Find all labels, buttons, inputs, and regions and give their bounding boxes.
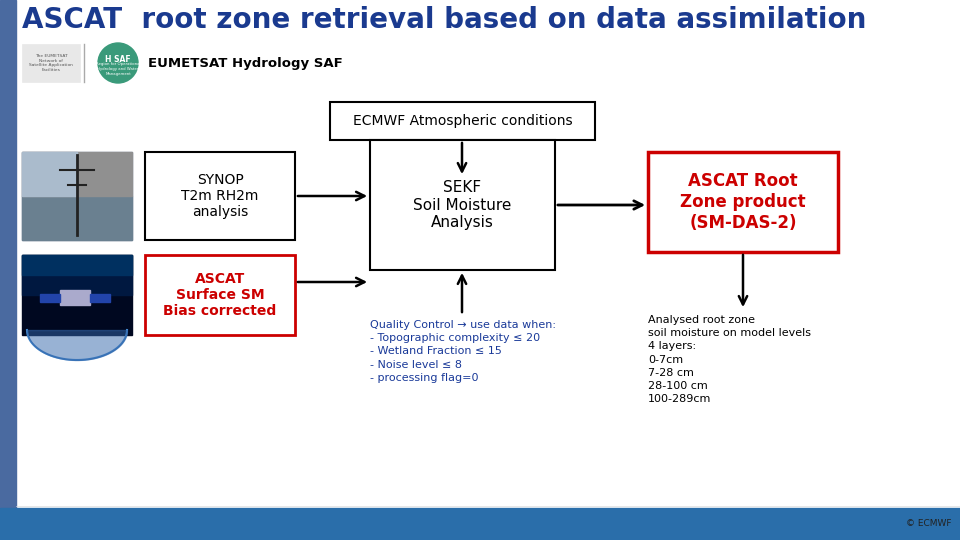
Bar (16, 40, 960, 85)
Bar (90, 294, 110, 302)
Text: Region for Operational
Hydrology and Water
Management: Region for Operational Hydrology and Wat… (96, 63, 140, 76)
Bar (22, 152, 132, 240)
Text: H SAF: H SAF (106, 56, 131, 64)
Text: ASCAT  root zone retrieval based on data assimilation: ASCAT root zone retrieval based on data … (22, 6, 866, 34)
Bar (22, 44, 80, 82)
Text: The EUMETSAT
Network of
Satellite Application
Facilities: The EUMETSAT Network of Satellite Applic… (29, 54, 73, 72)
Bar (22, 196, 132, 240)
Text: ECMWF Atmospheric conditions: ECMWF Atmospheric conditions (352, 114, 572, 128)
Bar (22, 255, 132, 295)
Bar (16, 0, 960, 40)
Text: SEKF
Soil Moisture
Analysis: SEKF Soil Moisture Analysis (414, 180, 512, 230)
Circle shape (100, 45, 136, 81)
Bar (0, 508, 960, 540)
Bar (40, 294, 60, 302)
Bar (145, 255, 295, 335)
Text: Analysed root zone
soil moisture on model levels
4 layers:
0-7cm
7-28 cm
28-100 : Analysed root zone soil moisture on mode… (648, 315, 811, 404)
Text: EUMETSAT Hydrology SAF: EUMETSAT Hydrology SAF (148, 57, 343, 70)
Bar (22, 255, 132, 275)
Text: SYNOP
T2m RH2m
analysis: SYNOP T2m RH2m analysis (181, 173, 258, 219)
Bar (648, 152, 838, 252)
Text: Quality Control → use data when:
- Topographic complexity ≤ 20
- Wetland Fractio: Quality Control → use data when: - Topog… (370, 320, 556, 383)
Text: © ECMWF: © ECMWF (906, 518, 952, 528)
Bar (22, 152, 77, 196)
Circle shape (98, 43, 138, 83)
Text: ASCAT
Surface SM
Bias corrected: ASCAT Surface SM Bias corrected (163, 272, 276, 318)
Bar (60, 290, 90, 305)
Bar (22, 152, 132, 196)
Bar (145, 152, 295, 240)
Bar (370, 140, 555, 270)
Bar (330, 102, 595, 140)
Text: ASCAT Root
Zone product
(SM-DAS-2): ASCAT Root Zone product (SM-DAS-2) (681, 172, 805, 232)
Text: EUROPEAN CENTRE FOR MEDIUM-RANGE WEATHER FORECASTS: EUROPEAN CENTRE FOR MEDIUM-RANGE WEATHER… (200, 518, 468, 528)
Bar (0, 0, 16, 540)
Bar (22, 255, 132, 335)
Text: ECMWF: ECMWF (56, 516, 108, 530)
